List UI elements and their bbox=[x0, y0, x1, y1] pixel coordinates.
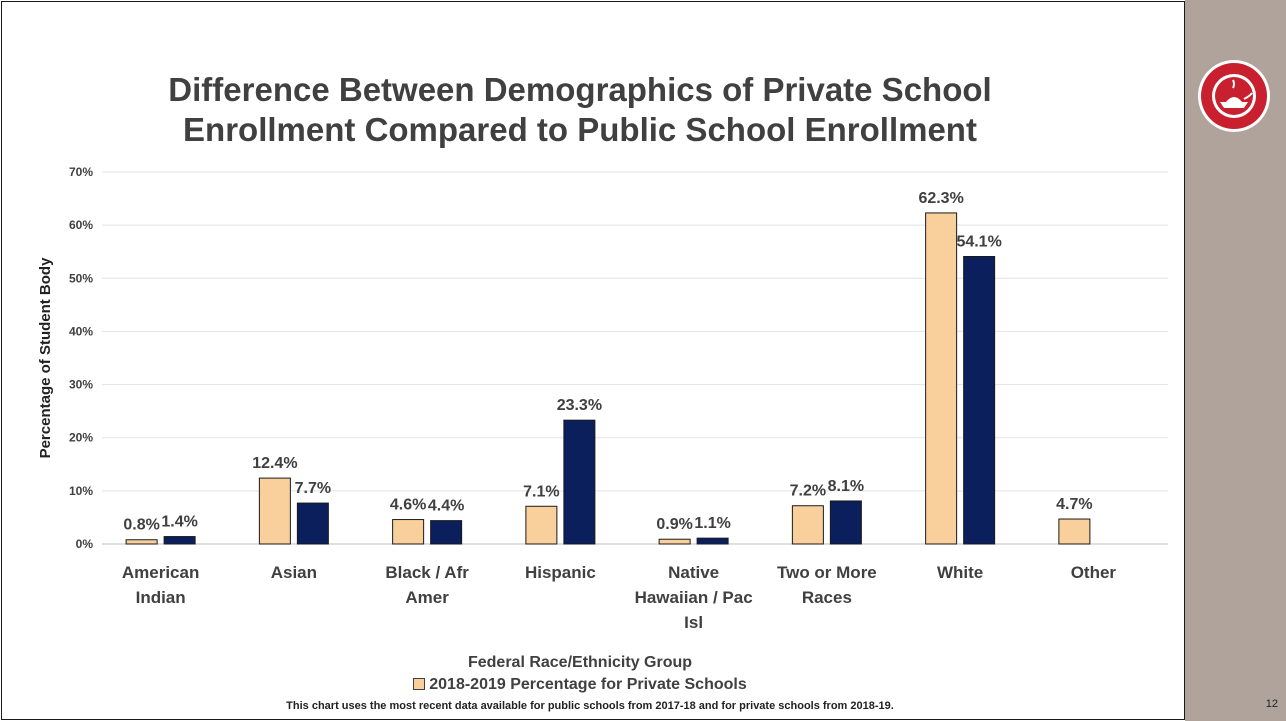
y-tick-label: 50% bbox=[69, 271, 93, 285]
bar-chart: 0% 10% 20% 30% 40% 50% 60% 70% Percentage of Stu… bbox=[0, 0, 1184, 650]
y-tick-label: 30% bbox=[69, 378, 93, 392]
x-category-label-line: Amer bbox=[405, 588, 449, 607]
x-category-label-line: Indian bbox=[136, 588, 186, 607]
data-label: 0.9% bbox=[656, 516, 692, 533]
y-tick-label: 70% bbox=[69, 165, 93, 179]
bar-private bbox=[526, 506, 557, 544]
bar-private bbox=[1059, 519, 1090, 544]
legend: 2018-2019 Percentage for Private Schools bbox=[330, 676, 830, 694]
x-category-label: Asian bbox=[271, 563, 317, 582]
x-category-label: Native Hawaiian / Pac Isl bbox=[635, 563, 753, 632]
bar-private bbox=[659, 539, 690, 544]
x-category-label: Other bbox=[1071, 563, 1117, 582]
y-tick-label: 60% bbox=[69, 218, 93, 232]
x-category-label: Hispanic bbox=[525, 563, 596, 582]
data-label: 0.8% bbox=[123, 517, 159, 534]
x-category-label: Black / Afr Amer bbox=[385, 563, 469, 607]
y-tick-label: 40% bbox=[69, 324, 93, 338]
x-category-label-line: Asian bbox=[271, 563, 317, 582]
legend-label-private: 2018-2019 Percentage for Private Schools bbox=[429, 676, 747, 693]
bar-private bbox=[792, 506, 823, 544]
y-tick-label: 10% bbox=[69, 484, 93, 498]
data-label: 12.4% bbox=[252, 455, 297, 472]
x-category-label: American Indian bbox=[122, 563, 199, 607]
data-label: 23.3% bbox=[557, 397, 602, 414]
state-board-of-education-seal-icon bbox=[1196, 58, 1272, 134]
x-category-label-line: Hispanic bbox=[525, 563, 596, 582]
bar-public bbox=[830, 501, 861, 544]
data-label: 4.4% bbox=[428, 498, 464, 515]
page-number: 12 bbox=[1248, 698, 1278, 710]
footnote: This chart uses the most recent data ava… bbox=[90, 700, 1090, 712]
data-label: 54.1% bbox=[956, 233, 1001, 250]
x-category-label-line: American bbox=[122, 563, 199, 582]
bar-private bbox=[393, 520, 424, 544]
data-label: 4.6% bbox=[390, 497, 426, 514]
x-category-label: White bbox=[937, 563, 983, 582]
data-label: 7.2% bbox=[790, 483, 826, 500]
data-label: 62.3% bbox=[918, 190, 963, 207]
data-label: 8.1% bbox=[828, 478, 864, 495]
x-category-label-line: Two or More bbox=[777, 563, 877, 582]
bar-public bbox=[564, 420, 595, 544]
bar-public bbox=[431, 521, 462, 544]
bar-public bbox=[697, 538, 728, 544]
x-category-label-line: White bbox=[937, 563, 983, 582]
x-category-label-line: Black / Afr bbox=[385, 563, 469, 582]
data-label: 1.1% bbox=[694, 515, 730, 532]
x-category-label-line: Other bbox=[1071, 563, 1117, 582]
x-axis-label: Federal Race/Ethnicity Group bbox=[330, 654, 830, 672]
data-label: 7.1% bbox=[523, 483, 559, 500]
data-label: 4.7% bbox=[1056, 496, 1092, 513]
y-tick-label: 20% bbox=[69, 431, 93, 445]
bar-private bbox=[126, 540, 157, 544]
y-tick-label: 0% bbox=[76, 537, 94, 551]
bar-public bbox=[297, 503, 328, 544]
bar-private bbox=[926, 213, 957, 544]
bar-private bbox=[259, 478, 290, 544]
data-label: 1.4% bbox=[161, 514, 197, 531]
x-category-label-line: Native bbox=[668, 563, 719, 582]
legend-swatch-private bbox=[413, 678, 425, 690]
data-label: 7.7% bbox=[295, 480, 331, 497]
bar-public bbox=[964, 256, 995, 544]
y-axis-label: Percentage of Student Body bbox=[37, 257, 54, 459]
x-category-label-line: Races bbox=[802, 588, 852, 607]
x-category-label-line: Isl bbox=[684, 613, 703, 632]
x-category-label-line: Hawaiian / Pac bbox=[635, 588, 753, 607]
x-category-label: Two or More Races bbox=[777, 563, 877, 607]
bar-public bbox=[164, 537, 195, 544]
